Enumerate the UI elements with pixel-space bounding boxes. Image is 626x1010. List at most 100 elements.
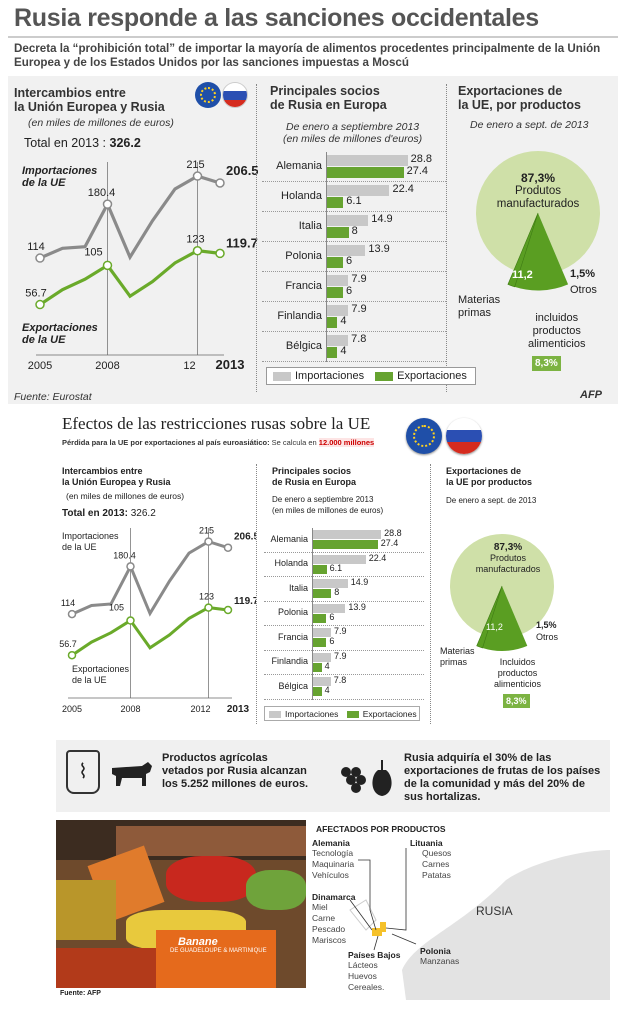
data-point <box>192 171 203 181</box>
export-bar <box>312 540 378 549</box>
export-bar <box>312 662 322 672</box>
country-item: Vehículos <box>312 870 349 880</box>
bottom-bars-unit-1: De enero a septiembre 2013 <box>272 495 374 504</box>
bottom-pie-title-1: Exportaciones de <box>446 466 522 476</box>
top-pie-small-value: 1,5% <box>570 268 596 280</box>
data-point <box>35 253 45 263</box>
export-bar <box>326 287 343 298</box>
pie-slice-others <box>476 585 503 649</box>
top-title: Rusia responde a las sanciones occidenta… <box>14 4 539 32</box>
bottom-subtitle-highlight: 12.000 millones <box>318 438 375 447</box>
bar-value-label: 7.9 <box>351 273 367 285</box>
data-point <box>223 605 233 615</box>
bar-category-label: Bélgica <box>285 339 322 352</box>
import-bar <box>326 215 369 226</box>
bar-value-label: 8 <box>334 587 340 597</box>
import-bar <box>312 603 346 613</box>
bottom-subtitle: Pérdida para la UE por exportaciones al … <box>62 438 375 447</box>
top-bar-unit: De enero a septiembre 2013 (en miles de … <box>283 121 422 145</box>
export-bar <box>312 589 332 598</box>
map-country-paises-bajos: Países Bajos Lácteos Huevos Cereales. <box>348 950 400 993</box>
label-imp-2012: 215 <box>186 159 204 171</box>
legend-exp-swatch <box>375 371 394 381</box>
bottom-subtitle-pre: Pérdida para la UE por exportaciones al … <box>62 438 270 447</box>
country-item: Manzanas <box>420 956 460 966</box>
europe-map <box>349 848 610 1000</box>
bar-row: Polonia 13.9 6 <box>264 601 424 626</box>
top-pie-raw-2: primas <box>458 307 492 319</box>
top-divider-1 <box>256 84 257 392</box>
exports-line <box>71 606 229 657</box>
bottom-legend-exp-swatch <box>346 711 359 719</box>
pie-slice-others <box>507 212 539 288</box>
data-point <box>192 245 203 256</box>
facts-box <box>56 740 610 812</box>
legend-exp-label: Exportaciones <box>397 370 467 382</box>
bottom-pie-raw-2: primas <box>440 657 468 667</box>
bar-row: Polonia 13.9 6 <box>262 242 446 272</box>
fact-left: Productos agrícolas vetados por Rusia al… <box>162 752 309 790</box>
legend-imp-label: Importaciones <box>295 370 365 382</box>
data-point <box>215 178 225 188</box>
top-line-title-2: la Unión Europea y Rusia <box>14 100 165 114</box>
x-tick-label: 2005 <box>62 704 82 714</box>
top-bar-chart-title: Principales socios de Rusia en Europa <box>270 84 387 112</box>
title-divider <box>8 36 618 38</box>
bottom-pie-title: Exportaciones de la UE por productos <box>446 466 532 488</box>
bar-row: Holanda 22.4 6.1 <box>264 553 424 577</box>
map-title: AFECTADOS POR PRODUCTOS <box>316 824 446 834</box>
map-country-dinamarca: Dinamarca Miel Carne Pescado Mariscos <box>312 892 355 946</box>
bar-category-label: Finlandia <box>271 656 308 667</box>
x-tick-label: 2008 <box>95 360 119 372</box>
data-point <box>126 562 135 571</box>
bar-value-label: 13.9 <box>348 601 366 612</box>
bottom-line-title: Intercambios entre la Unión Europea y Ru… <box>62 466 171 488</box>
pie-slice-manufactured <box>476 150 600 271</box>
country-item: Quesos <box>422 848 452 858</box>
export-bar <box>312 564 327 574</box>
bottom-divider-2 <box>430 464 431 724</box>
top-bar-chart: Alemania 28.8 27.4 Holanda 22.4 6.1 Italia 14.9… <box>262 152 446 362</box>
afp-logo: AFP <box>580 389 602 401</box>
bottom-bars-unit-2: (en miles de millones de euros) <box>272 506 384 515</box>
x-tick-label: 2012 <box>190 704 210 714</box>
import-bar <box>312 579 348 588</box>
top-bars-unit-1: De enero a septiembre 2013 <box>286 121 420 133</box>
fruits-icon <box>341 760 392 796</box>
country-item: Miel <box>312 902 328 912</box>
country-item: Lácteos <box>348 960 378 970</box>
bar-row: Alemania 28.8 27.4 <box>262 152 446 182</box>
import-bar <box>312 530 382 539</box>
country-name: Lituania <box>410 838 443 848</box>
top-pie-title: Exportaciones de la UE, por productos <box>458 84 581 112</box>
pie-slice-raw-materials <box>514 213 569 291</box>
bottom-exp-label-2: de la UE <box>72 675 107 685</box>
country-name: Dinamarca <box>312 892 356 902</box>
bar-axis <box>312 528 313 700</box>
bar-value-label: 6 <box>329 636 335 646</box>
bottom-bar-chart: Alemania 28.8 27.4 Holanda 22.4 6.1 Italia 14.9… <box>264 528 424 700</box>
imports-line <box>39 174 221 261</box>
export-bar <box>326 197 344 208</box>
top-bars-unit-2: (en miles de millones d'euros) <box>283 133 423 145</box>
eu-flag-icon-bottom <box>406 418 442 454</box>
banana-crate-brand: Banane <box>178 936 218 948</box>
top-pie-inc-3: alimenticios <box>528 338 586 350</box>
bar-category-label: Italia <box>288 582 308 593</box>
bottom-bars-title-2: de Rusia en Europa <box>272 477 357 487</box>
bar-value-label: 7.8 <box>333 675 347 685</box>
data-point <box>35 299 45 310</box>
export-bar <box>312 613 327 623</box>
bar-row: Finlandia 7.9 4 <box>262 302 446 332</box>
bottom-bars-title-1: Principales socios <box>272 466 352 476</box>
banana-crate-sub: DE GUADELOUPE & MARTINIQUE <box>170 948 267 954</box>
bar-value-label: 8 <box>351 225 358 237</box>
import-bar <box>326 335 349 346</box>
bar-value-label: 28.8 <box>410 153 433 165</box>
bottom-line-total-value: 326.2 <box>130 508 156 519</box>
wheat-sack-icon: ⌇ <box>66 750 100 794</box>
bottom-pie-raw-1: Materias <box>440 646 475 656</box>
top-imp-label-1: Importaciones <box>22 165 98 177</box>
bar-value-label: 4 <box>324 660 330 671</box>
import-bar <box>312 554 366 564</box>
